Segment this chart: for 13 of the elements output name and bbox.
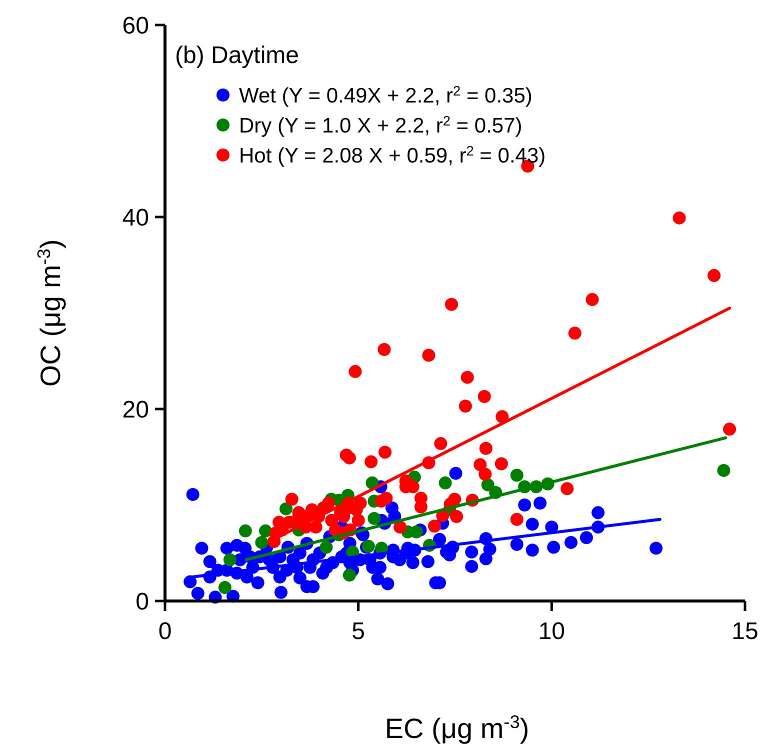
- x-tick-label: 10: [538, 618, 566, 645]
- legend-label: Wet (Y = 0.49X + 2.2, r$^{2}$ = 0.35): [239, 82, 532, 108]
- x-axis-title: EC (μg m$^{-3}$): [384, 712, 530, 744]
- y-tick-label: 0: [136, 588, 149, 616]
- x-tick-label: 5: [352, 618, 366, 645]
- x-tick-label: 15: [732, 618, 758, 645]
- legend-label: Hot (Y = 2.08 X + 0.59, r$^{2}$ = 0.43): [239, 142, 546, 168]
- y-tick-label: 20: [122, 396, 149, 424]
- legend-title: (b) Daytime: [175, 42, 300, 69]
- legend-label: Dry (Y = 1.0 X + 2.2, r$^{2}$ = 0.57): [239, 112, 522, 138]
- y-tick-label: 40: [122, 204, 149, 232]
- y-tick-label: 60: [122, 12, 149, 40]
- x-tick-label: 0: [158, 618, 172, 645]
